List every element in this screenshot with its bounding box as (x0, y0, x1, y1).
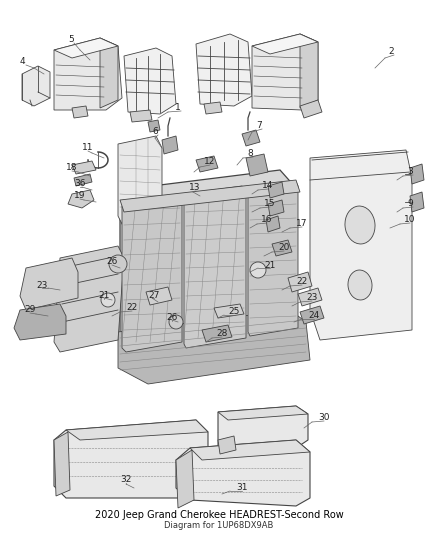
Circle shape (250, 262, 266, 278)
Polygon shape (196, 34, 252, 106)
Text: 11: 11 (82, 143, 93, 152)
Text: 13: 13 (189, 183, 201, 192)
Text: 27: 27 (148, 290, 159, 300)
Circle shape (109, 255, 127, 273)
Text: 14: 14 (262, 182, 273, 190)
Text: 30: 30 (318, 414, 329, 423)
Ellipse shape (345, 206, 375, 244)
Text: 25: 25 (228, 308, 240, 317)
Polygon shape (162, 136, 178, 154)
Text: 22: 22 (296, 278, 307, 287)
Text: 21: 21 (264, 261, 276, 270)
Polygon shape (218, 406, 308, 420)
Polygon shape (74, 174, 92, 186)
Polygon shape (202, 325, 232, 342)
Polygon shape (196, 156, 218, 172)
Polygon shape (218, 406, 308, 448)
Polygon shape (184, 186, 246, 348)
Text: 6: 6 (152, 127, 158, 136)
Polygon shape (218, 436, 236, 454)
Polygon shape (298, 288, 322, 306)
Text: 28: 28 (216, 329, 227, 338)
Text: 12: 12 (204, 157, 215, 166)
Polygon shape (72, 106, 88, 118)
Text: 15: 15 (264, 199, 276, 208)
Polygon shape (176, 450, 194, 508)
Text: 32: 32 (120, 475, 131, 484)
Polygon shape (120, 170, 296, 352)
Text: 21: 21 (98, 292, 110, 301)
Text: 2020 Jeep Grand Cherokee HEADREST-Second Row: 2020 Jeep Grand Cherokee HEADREST-Second… (95, 510, 343, 520)
Polygon shape (22, 66, 50, 106)
Polygon shape (190, 440, 310, 460)
Polygon shape (66, 420, 208, 440)
Text: 22: 22 (126, 303, 137, 312)
Polygon shape (310, 150, 412, 340)
Text: 5: 5 (68, 36, 74, 44)
Polygon shape (122, 196, 182, 352)
Polygon shape (120, 180, 300, 212)
Polygon shape (68, 190, 94, 208)
Polygon shape (100, 38, 118, 108)
Text: 20: 20 (278, 244, 290, 253)
Text: 36: 36 (74, 180, 85, 189)
Polygon shape (268, 200, 284, 216)
Text: 23: 23 (36, 280, 47, 289)
Text: 26: 26 (106, 257, 117, 266)
Polygon shape (252, 34, 318, 110)
Polygon shape (242, 130, 260, 146)
Polygon shape (54, 432, 70, 496)
Polygon shape (410, 164, 424, 184)
Polygon shape (124, 48, 176, 114)
Text: 29: 29 (24, 305, 35, 314)
Polygon shape (54, 420, 208, 498)
Polygon shape (300, 306, 324, 324)
Text: 7: 7 (256, 122, 262, 131)
Text: 18: 18 (66, 164, 78, 173)
Polygon shape (204, 102, 222, 114)
Text: 9: 9 (407, 199, 413, 208)
Polygon shape (268, 182, 284, 198)
Polygon shape (118, 136, 162, 228)
Text: 26: 26 (166, 313, 177, 322)
Polygon shape (54, 246, 124, 352)
Polygon shape (410, 192, 424, 212)
Text: 31: 31 (236, 483, 247, 492)
Polygon shape (130, 110, 152, 122)
Text: 3: 3 (407, 167, 413, 176)
Circle shape (101, 293, 115, 307)
Circle shape (169, 315, 183, 329)
Polygon shape (248, 182, 298, 336)
Ellipse shape (348, 270, 372, 300)
Polygon shape (272, 240, 292, 256)
Polygon shape (300, 100, 322, 118)
Text: 19: 19 (74, 191, 85, 200)
Polygon shape (288, 272, 312, 292)
Text: 24: 24 (308, 311, 319, 320)
Text: Diagram for 1UP68DX9AB: Diagram for 1UP68DX9AB (164, 521, 274, 530)
Polygon shape (14, 304, 66, 340)
Text: 23: 23 (306, 294, 318, 303)
Polygon shape (54, 38, 122, 110)
Polygon shape (246, 154, 268, 176)
Text: 1: 1 (175, 103, 181, 112)
Polygon shape (300, 34, 318, 108)
Polygon shape (146, 287, 172, 305)
Text: 4: 4 (20, 58, 26, 67)
Polygon shape (266, 216, 280, 232)
Polygon shape (54, 38, 118, 58)
Text: 16: 16 (261, 215, 272, 224)
Text: 2: 2 (388, 47, 394, 56)
Polygon shape (20, 258, 78, 310)
Polygon shape (118, 310, 310, 384)
Text: 10: 10 (404, 215, 416, 224)
Polygon shape (214, 304, 244, 318)
Polygon shape (176, 440, 310, 506)
Polygon shape (148, 120, 160, 132)
Polygon shape (252, 34, 318, 54)
Polygon shape (72, 161, 96, 174)
Text: 17: 17 (296, 220, 307, 229)
Text: 8: 8 (247, 149, 253, 158)
